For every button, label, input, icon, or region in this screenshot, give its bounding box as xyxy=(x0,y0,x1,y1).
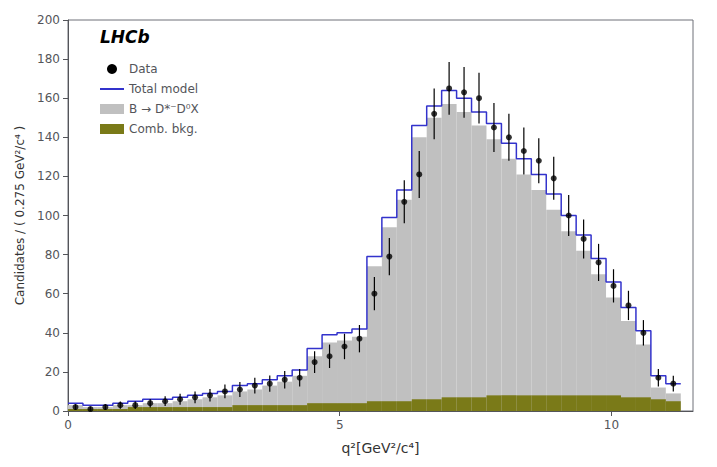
svg-text:140: 140 xyxy=(37,130,60,144)
svg-text:120: 120 xyxy=(37,169,60,183)
svg-text:Comb. bkg.: Comb. bkg. xyxy=(129,122,198,136)
svg-text:5: 5 xyxy=(336,418,344,432)
svg-text:Candidates / ( 0.275 GeV²/c⁴ ): Candidates / ( 0.275 GeV²/c⁴ ) xyxy=(13,126,27,306)
svg-text:0: 0 xyxy=(52,404,60,418)
svg-text:0: 0 xyxy=(64,418,72,432)
svg-text:40: 40 xyxy=(45,326,60,340)
svg-text:200: 200 xyxy=(37,13,60,27)
svg-text:B → D*⁻D⁰X: B → D*⁻D⁰X xyxy=(129,102,199,116)
svg-text:10: 10 xyxy=(604,418,619,432)
svg-text:Total model: Total model xyxy=(128,82,198,96)
svg-text:q²[GeV²/c⁴]: q²[GeV²/c⁴] xyxy=(341,440,419,456)
svg-text:60: 60 xyxy=(45,287,60,301)
svg-text:Data: Data xyxy=(129,62,158,76)
svg-text:160: 160 xyxy=(37,91,60,105)
svg-text:180: 180 xyxy=(37,52,60,66)
svg-text:LHCb: LHCb xyxy=(100,27,150,47)
svg-text:80: 80 xyxy=(45,248,60,262)
svg-text:20: 20 xyxy=(45,365,60,379)
svg-text:100: 100 xyxy=(37,209,60,223)
